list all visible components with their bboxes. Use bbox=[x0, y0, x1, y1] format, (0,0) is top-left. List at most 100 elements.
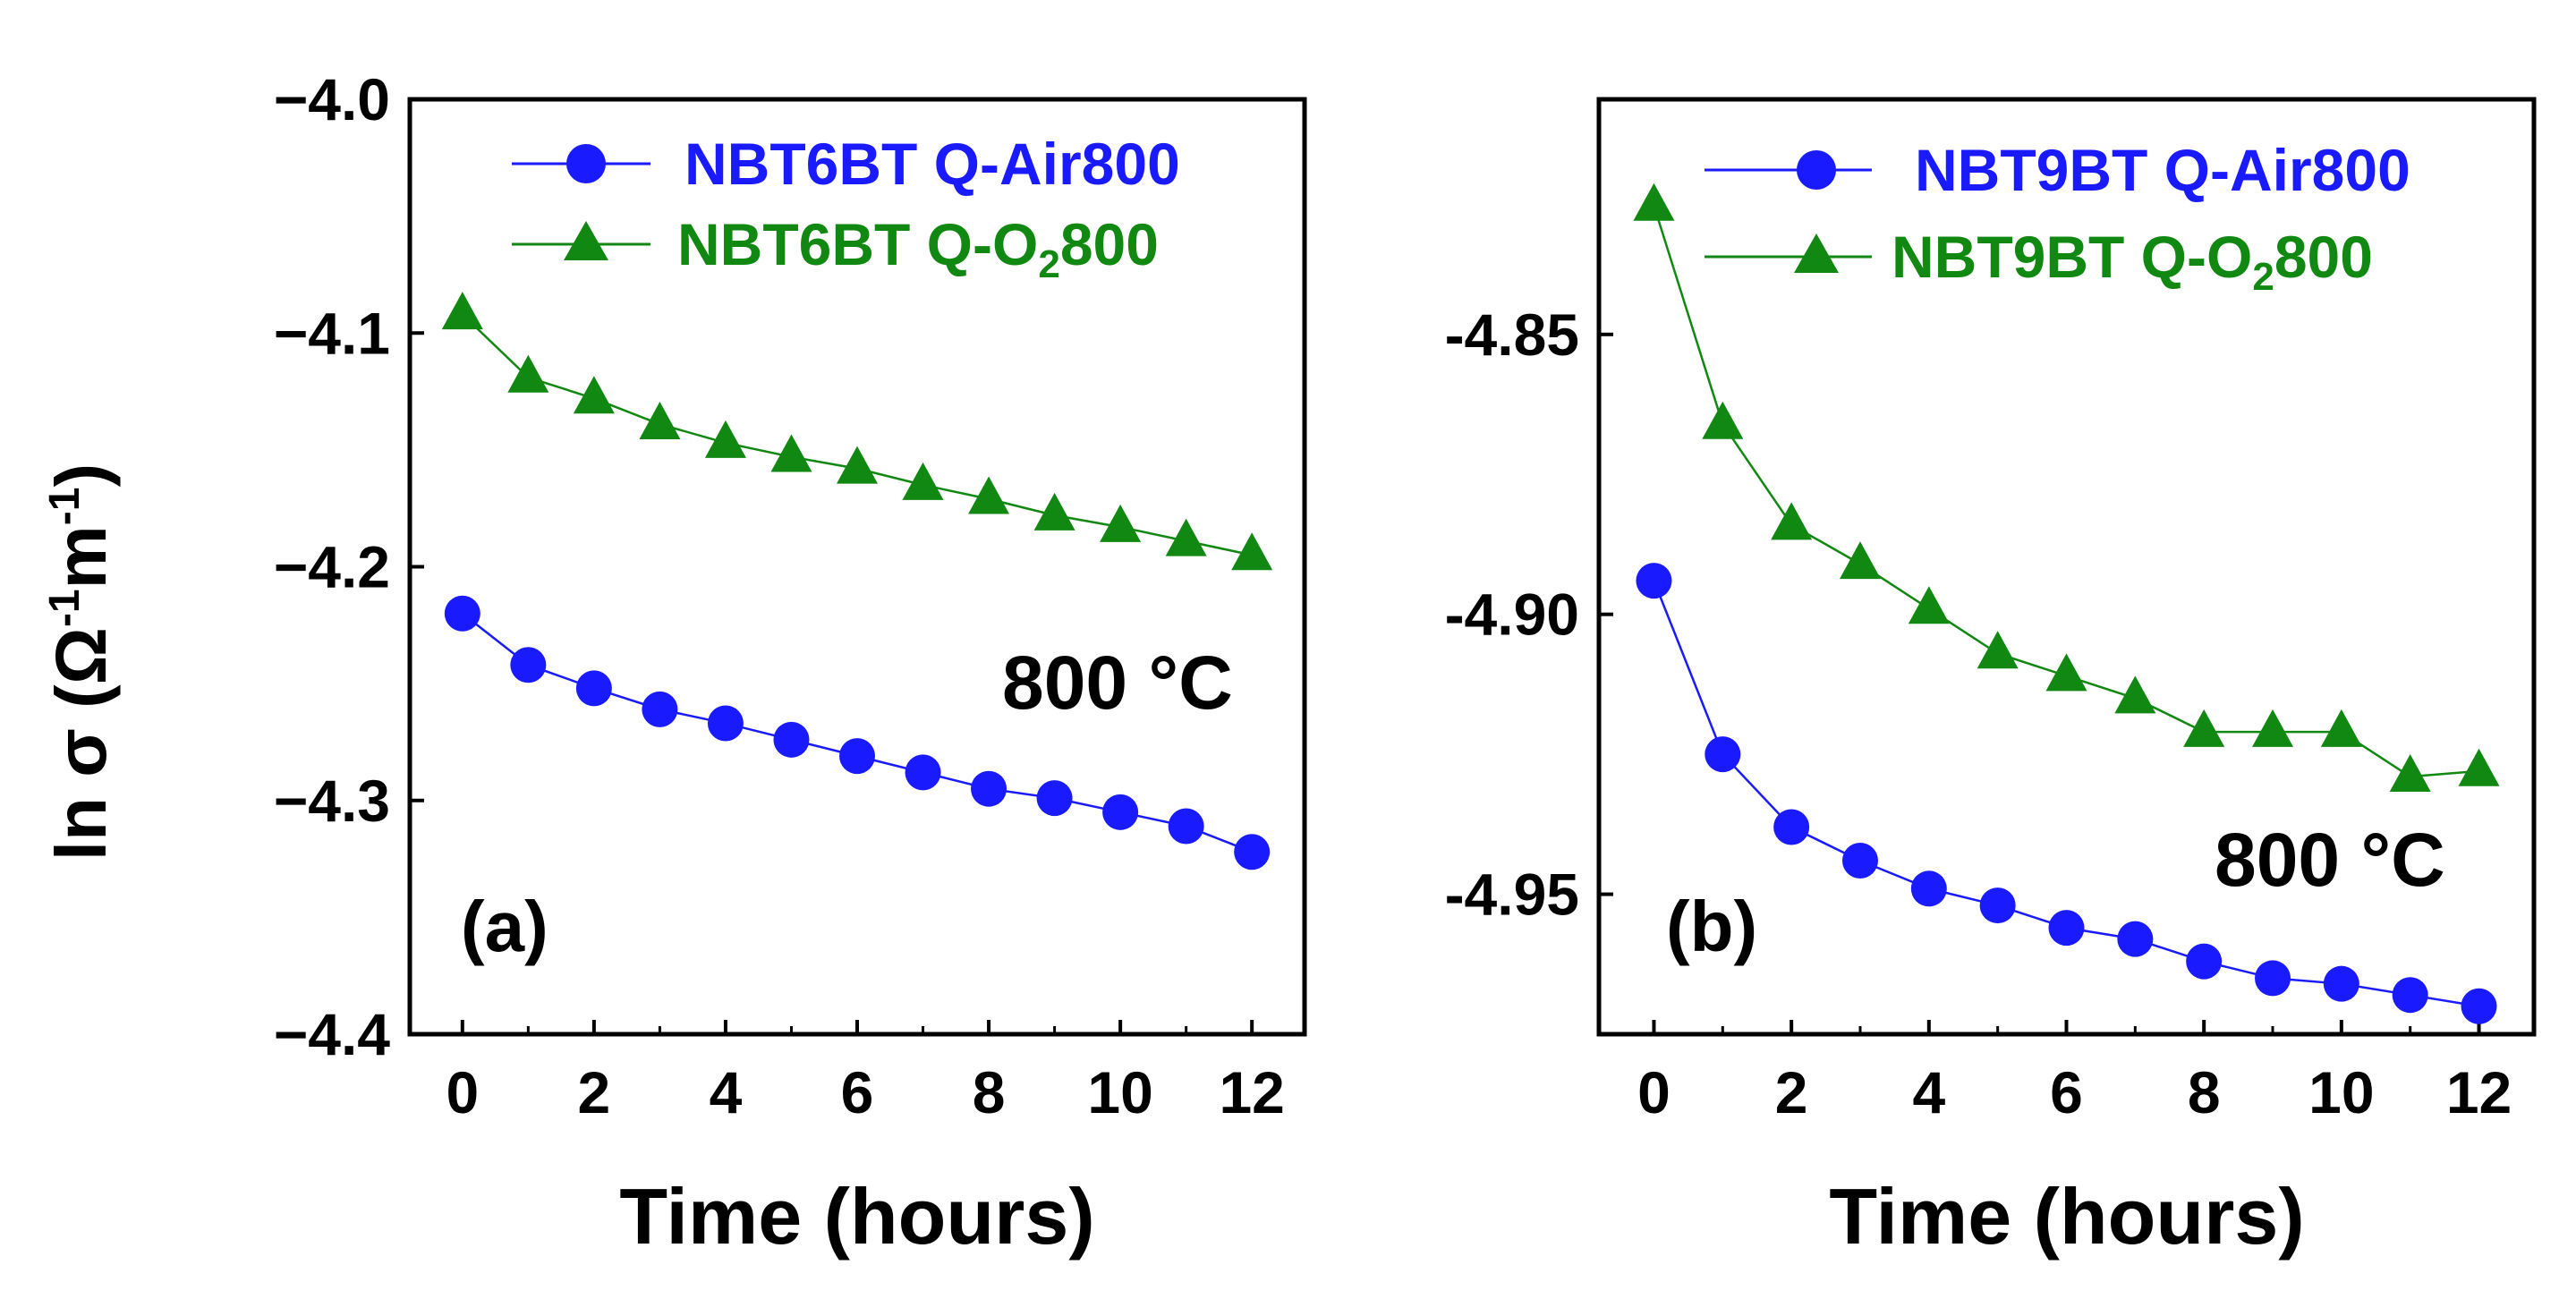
y-axis-label-sup2: -1 bbox=[41, 488, 89, 526]
panel-b-o2-point bbox=[2183, 709, 2225, 747]
panel-a-air-point bbox=[642, 691, 678, 727]
panel-b-o2-point bbox=[2114, 675, 2156, 714]
panel-a-o2-point bbox=[902, 462, 944, 500]
panel-a-y-tick-label: −4.3 bbox=[274, 768, 390, 834]
panel-a-x-axis-label: Time (hours) bbox=[619, 1172, 1094, 1261]
panel-a-x-tick-label: 12 bbox=[1219, 1059, 1284, 1125]
legend-a-air-text: NBT6BT Q-Air800 bbox=[684, 131, 1180, 197]
panel-a-o2-point bbox=[1165, 518, 1207, 556]
panel-a-y-tick-label: −4.4 bbox=[274, 1001, 391, 1067]
legend-a-o2-text-sub: 2 bbox=[1038, 242, 1059, 286]
panel-b-o2-point bbox=[1633, 183, 1675, 221]
y-axis-label-main: ln σ (Ω bbox=[41, 627, 121, 861]
panel-a-legend: NBT6BT Q-Air800 NBT6BT Q-O2800 bbox=[512, 131, 1180, 286]
y-axis-label-sup1: -1 bbox=[41, 589, 89, 627]
panel-a-air-point bbox=[839, 738, 875, 775]
panel-a-y-tick-label: −4.0 bbox=[274, 66, 390, 132]
panel-a-air-point bbox=[971, 770, 1007, 807]
panel-a-o2-point bbox=[1033, 492, 1075, 531]
panel-b-series-markers bbox=[1633, 183, 2500, 1024]
panel-b-y-tick-label: -4.90 bbox=[1445, 582, 1579, 648]
legend-b-o2-text: NBT9BT Q-O2800 bbox=[1892, 224, 2373, 299]
legend-a-o2-text-main: NBT6BT Q-O bbox=[677, 211, 1038, 277]
panel-a-frame bbox=[407, 97, 1307, 1037]
panel-b-axis-marks: 0 2 4 6 8 10 12 -4.85 -4.90 -4.95 bbox=[1445, 301, 2512, 1125]
y-axis-label: ln σ (Ω-1m-1) bbox=[41, 463, 121, 861]
legend-a-o2-text-tail: 800 bbox=[1060, 211, 1159, 277]
panel-b-y-tick-label: -4.85 bbox=[1445, 301, 1579, 368]
panel-a-o2-point bbox=[1231, 532, 1273, 571]
panel-a-x-tick-label: 8 bbox=[973, 1059, 1006, 1125]
panel-a-air-point bbox=[905, 754, 941, 791]
panel-b-temperature-annotation: 800 °C bbox=[2215, 818, 2445, 902]
panel-a-y-tick-label: −4.1 bbox=[274, 300, 390, 366]
panel-a-o2-point bbox=[573, 376, 615, 414]
panel-b-x-axis-label: Time (hours) bbox=[1829, 1172, 2304, 1261]
panel-a-o2-point bbox=[639, 401, 681, 439]
panel-a-air-point bbox=[1234, 834, 1271, 870]
panel-b-air-point bbox=[2392, 977, 2428, 1014]
panel-b-y-tick-label: -4.95 bbox=[1445, 862, 1579, 928]
panel-b-air-point bbox=[2255, 960, 2291, 997]
panel-b-o2-point bbox=[1702, 401, 1744, 439]
panel-a: 0 2 4 6 8 10 12 −4.0 −4.1 −4.2 −4.3 −4.4 NBT6BT Q-A… bbox=[274, 66, 1307, 1261]
panel-b-air-point bbox=[1636, 563, 1672, 599]
panel-b-o2-point bbox=[1771, 502, 1813, 540]
panel-a-air-point bbox=[510, 647, 547, 683]
panel-b-x-tick-label: 0 bbox=[1637, 1059, 1671, 1125]
panel-b-o2-point bbox=[2045, 653, 2087, 692]
panel-b-o2-point bbox=[2389, 753, 2431, 792]
panel-a-x-tick-label: 0 bbox=[446, 1059, 479, 1125]
legend-b-o2-text-tail: 800 bbox=[2274, 224, 2373, 290]
panel-a-series-markers bbox=[441, 292, 1273, 870]
panel-b-air-point bbox=[1841, 843, 1878, 879]
panel-b-air-point bbox=[1705, 736, 1741, 773]
panel-a-temperature-annotation: 800 °C bbox=[1002, 641, 1233, 725]
legend-b-air-text: NBT9BT Q-Air800 bbox=[1915, 137, 2410, 203]
legend-b-o2-marker bbox=[1794, 233, 1839, 273]
legend-a-air-marker bbox=[566, 144, 606, 183]
panel-a-air-point bbox=[575, 670, 612, 707]
panel-b-air-point bbox=[1979, 887, 2016, 924]
panel-a-o2-point bbox=[837, 446, 878, 484]
panel-b-air-point bbox=[2186, 943, 2223, 980]
legend-a-o2-text: NBT6BT Q-O2800 bbox=[677, 211, 1159, 286]
panel-b-x-tick-label: 8 bbox=[2188, 1059, 2221, 1125]
panel-b-o2-point bbox=[1908, 586, 1950, 624]
panel-a-o2-point bbox=[441, 292, 483, 330]
panel-b-o2-point bbox=[1977, 631, 2019, 669]
panel-b: 0 2 4 6 8 10 12 -4.85 -4.90 -4.95 NBT9BT Q-Air800… bbox=[1445, 97, 2537, 1261]
panel-a-o2-point bbox=[1100, 504, 1142, 542]
panel-b-x-tick-label: 4 bbox=[1912, 1059, 1945, 1125]
panel-a-o2-point bbox=[704, 420, 746, 458]
panel-b-o2-point bbox=[1839, 541, 1881, 580]
panel-b-o2-point bbox=[2252, 709, 2294, 747]
panel-b-label: (b) bbox=[1666, 887, 1757, 966]
panel-b-air-point bbox=[2323, 965, 2359, 1002]
panel-b-x-tick-label: 6 bbox=[2050, 1059, 2083, 1125]
panel-a-air-point bbox=[707, 705, 744, 742]
panel-a-air-point bbox=[1168, 808, 1204, 845]
panel-a-o2-point bbox=[507, 354, 549, 393]
y-axis-label-mid: m bbox=[41, 525, 121, 589]
panel-a-o2-point bbox=[770, 434, 812, 472]
panel-b-air-point bbox=[2461, 988, 2497, 1024]
panel-a-x-tick-label: 4 bbox=[710, 1059, 743, 1125]
panel-a-air-point bbox=[773, 721, 810, 758]
panel-b-x-tick-label: 2 bbox=[1775, 1059, 1808, 1125]
panel-a-axis-marks: 0 2 4 6 8 10 12 −4.0 −4.1 −4.2 −4.3 −4.4 bbox=[274, 66, 1285, 1125]
legend-a-o2-marker bbox=[564, 221, 608, 260]
panel-a-x-tick-label: 2 bbox=[578, 1059, 611, 1125]
panel-b-x-tick-label: 12 bbox=[2446, 1059, 2512, 1125]
panel-b-o2-point bbox=[2458, 748, 2500, 786]
panel-b-legend: NBT9BT Q-Air800 NBT9BT Q-O2800 bbox=[1705, 137, 2410, 299]
panel-a-y-tick-label: −4.2 bbox=[274, 534, 390, 600]
panel-b-air-point bbox=[2048, 910, 2085, 947]
panel-a-x-tick-label: 6 bbox=[841, 1059, 874, 1125]
legend-b-air-marker bbox=[1797, 150, 1836, 190]
y-axis-label-end: ) bbox=[41, 463, 121, 488]
panel-b-x-tick-label: 10 bbox=[2308, 1059, 2374, 1125]
panel-b-air-point bbox=[1773, 809, 1810, 845]
panel-a-air-point bbox=[1102, 794, 1139, 830]
